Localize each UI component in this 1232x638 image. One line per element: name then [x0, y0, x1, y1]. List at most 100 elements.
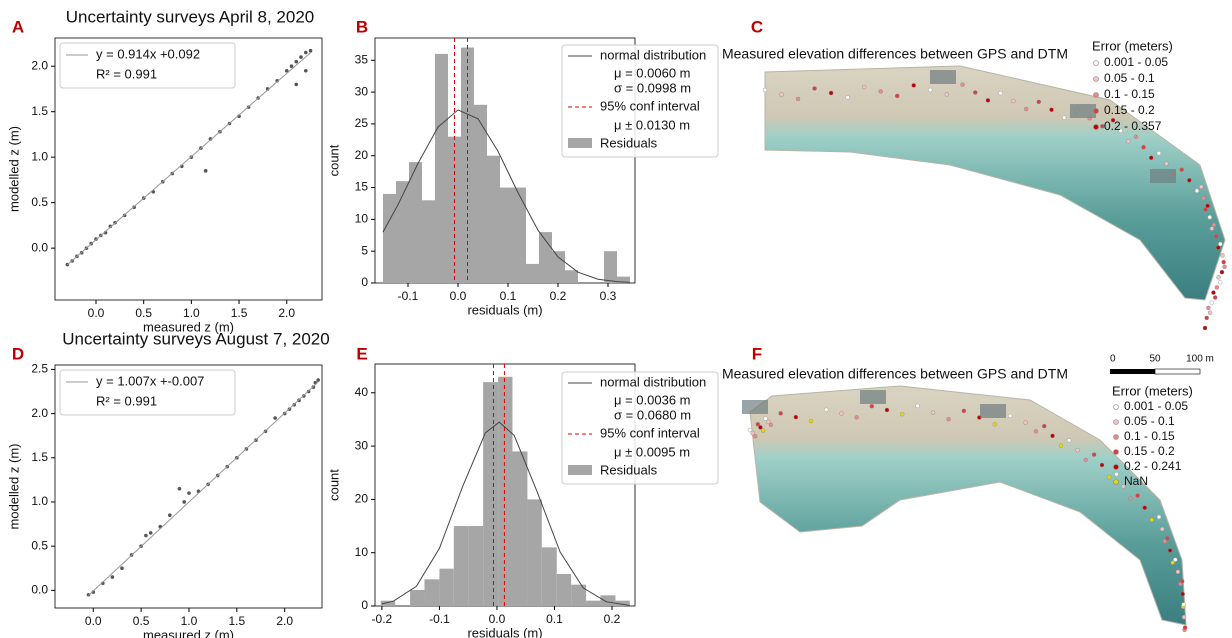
- bar: [500, 187, 513, 283]
- interval-label: μ ± 0.0130 m: [614, 117, 690, 132]
- survey-point: [1209, 300, 1214, 305]
- survey-point: [1175, 569, 1181, 575]
- survey-point: [854, 415, 859, 420]
- survey-point: [1007, 413, 1013, 419]
- survey-point: [1141, 145, 1146, 150]
- survey-point: [1212, 295, 1218, 300]
- point: [275, 78, 279, 83]
- y-tick-label: 0.0: [31, 240, 48, 254]
- survey-point: [1133, 134, 1139, 139]
- point: [203, 169, 208, 173]
- point: [108, 224, 113, 229]
- legend-swatch: [1093, 108, 1099, 114]
- building: [742, 400, 768, 414]
- survey-point: [753, 434, 758, 439]
- bar: [556, 574, 572, 606]
- x-tick-label: 0.0: [88, 306, 105, 320]
- bar: [565, 270, 578, 283]
- building: [980, 404, 1006, 418]
- point: [303, 68, 308, 73]
- y-tick-label: 0.5: [31, 538, 48, 552]
- bar: [453, 526, 469, 606]
- survey-point: [1222, 264, 1227, 269]
- legend-swatch: [568, 465, 592, 475]
- survey-point: [808, 418, 814, 424]
- bar: [383, 193, 396, 283]
- panel-label: C: [751, 17, 763, 36]
- survey-point: [1207, 215, 1212, 220]
- survey-point: [768, 422, 774, 428]
- x-axis-label: residuals (m): [467, 302, 542, 317]
- survey-point: [1156, 514, 1162, 520]
- point: [294, 82, 299, 87]
- stat-label: σ = 0.0680 m: [614, 407, 691, 422]
- legend-label: Residuals: [600, 462, 658, 477]
- chart-title: Uncertainty surveys August 7, 2020: [62, 329, 329, 348]
- point: [289, 64, 294, 69]
- survey-point: [1204, 315, 1209, 321]
- survey-point: [1180, 591, 1185, 597]
- scale-label: 0: [1110, 354, 1116, 365]
- survey-point: [793, 414, 799, 420]
- legend-swatch: [568, 138, 592, 148]
- bar: [487, 155, 500, 283]
- legend-label: 95% conf interval: [600, 98, 700, 113]
- point: [168, 513, 172, 518]
- bar: [424, 579, 440, 606]
- survey-point: [1211, 222, 1217, 228]
- bar: [468, 526, 484, 606]
- chart-title: Uncertainty surveys April 8, 2020: [66, 7, 315, 26]
- building: [1150, 169, 1176, 183]
- legend-swatch: [1113, 449, 1119, 455]
- point: [299, 55, 303, 59]
- bar: [380, 600, 396, 606]
- aerial-image: [749, 385, 1187, 626]
- bar: [513, 187, 526, 283]
- y-tick-label: 40: [355, 385, 369, 399]
- bar: [498, 376, 513, 606]
- survey-point: [1218, 241, 1223, 247]
- survey-point: [1202, 325, 1208, 331]
- normal-curve: [381, 421, 630, 606]
- survey-point: [750, 430, 755, 436]
- r2-label: R² = 0.991: [96, 393, 157, 408]
- scale-bar: [1154, 368, 1201, 375]
- y-tick-label: 0: [361, 275, 368, 289]
- survey-point: [1160, 526, 1165, 532]
- x-tick-label: 2.0: [276, 614, 293, 628]
- survey-point: [998, 91, 1003, 96]
- survey-point: [1135, 493, 1140, 498]
- legend-box: [561, 44, 719, 158]
- legend-label: 0.2 - 0.241: [1124, 459, 1182, 473]
- stat-label: σ = 0.0998 m: [614, 80, 691, 95]
- survey-point: [1173, 557, 1178, 562]
- bar: [410, 590, 425, 606]
- survey-point: [973, 90, 978, 95]
- survey-point: [1023, 420, 1028, 425]
- panel-label: F: [752, 344, 762, 363]
- x-tick-label: 0.0: [85, 614, 102, 628]
- y-axis-label: count: [326, 469, 341, 501]
- survey-point: [1118, 128, 1123, 133]
- bar: [552, 251, 565, 283]
- x-tick-label: 1.5: [231, 306, 248, 320]
- survey-point: [1114, 472, 1119, 477]
- survey-point: [1220, 253, 1225, 258]
- survey-point: [1049, 107, 1054, 112]
- x-tick-label: 0.3: [600, 289, 617, 303]
- y-tick-label: 1.0: [31, 494, 48, 508]
- legend-box: [59, 369, 236, 416]
- x-tick-label: 0.0: [489, 612, 506, 626]
- interval-label: μ ± 0.0095 m: [614, 444, 690, 459]
- survey-point: [1091, 452, 1097, 457]
- point: [182, 500, 186, 504]
- legend-box: [561, 371, 719, 485]
- aerial-image: [764, 65, 1226, 301]
- y-tick-label: 30: [355, 84, 369, 98]
- y-tick-label: 2.5: [31, 362, 48, 376]
- survey-point: [763, 416, 768, 421]
- legend-swatch: [1113, 479, 1119, 485]
- survey-point: [1182, 625, 1188, 630]
- legend-label: 0.15 - 0.2: [1124, 444, 1175, 458]
